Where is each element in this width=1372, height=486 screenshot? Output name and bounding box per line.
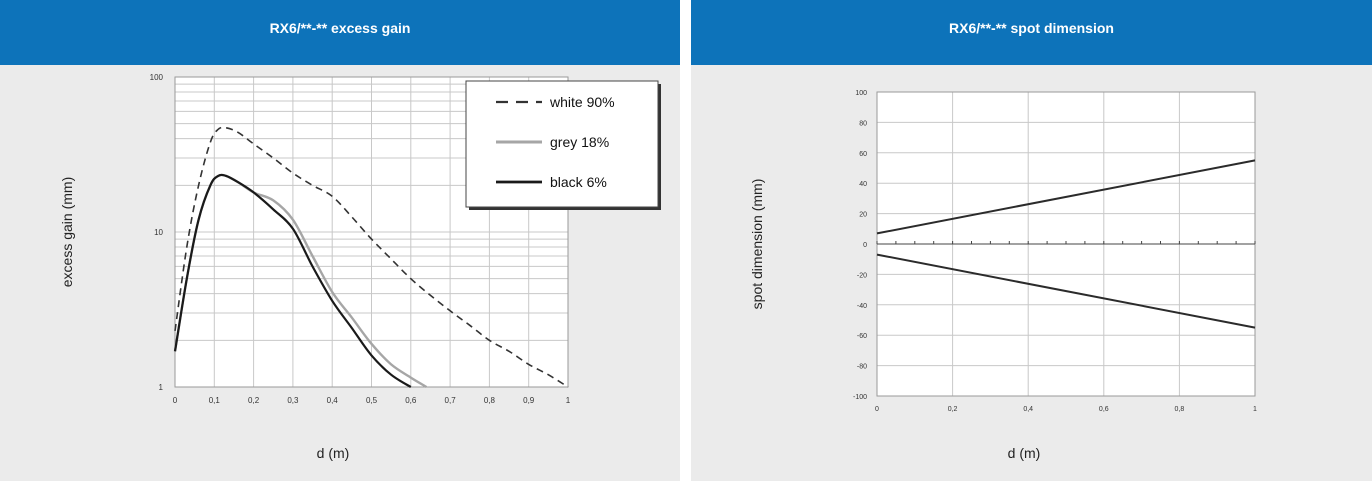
x-tick-label: 0,9 <box>523 396 535 405</box>
y-tick-label: 100 <box>150 73 164 82</box>
y-axis-label: spot dimension (mm) <box>749 179 765 310</box>
excess-gain-chart-area: 0 0,1 0,2 0,3 0,4 0,5 0,6 0,7 0,8 0,9 1 1 10 100 d (m)… <box>0 65 680 481</box>
x-tick-label: 0,3 <box>287 396 299 405</box>
x-tick-label: 0 <box>875 406 879 413</box>
series-line-1 <box>174 126 569 388</box>
x-tick-label: 0,8 <box>1175 406 1185 413</box>
legend-label-3: black 6% <box>550 174 607 190</box>
x-tick-label: 0,1 <box>209 396 221 405</box>
series-line-3 <box>173 173 412 388</box>
y-tick-label: -20 <box>857 272 867 279</box>
y-tick-label: 100 <box>855 90 867 97</box>
x-axis-label: d (m) <box>317 445 350 461</box>
x-tick-label: 0,2 <box>248 396 260 405</box>
legend-box <box>465 80 659 208</box>
x-tick-label: 0,5 <box>366 396 378 405</box>
x-tick-label: 1 <box>566 396 571 405</box>
x-tick-label: 0,2 <box>948 406 958 413</box>
legend-label-1: white 90% <box>549 94 615 110</box>
x-tick-label: 1 <box>1253 406 1257 413</box>
x-axis-label: d (m) <box>1008 445 1041 461</box>
excess-gain-chart: 0 0,1 0,2 0,3 0,4 0,5 0,6 0,7 0,8 0,9 1 1 10 100 d (m)… <box>59 73 661 461</box>
x-tick-label: 0,7 <box>445 396 457 405</box>
y-tick-label: 20 <box>859 212 867 219</box>
x-tick-label: 0,6 <box>1099 406 1109 413</box>
excess-gain-title: RX6/**-** excess gain <box>0 0 680 65</box>
spot-dimension-panel: RX6/**-** spot dimension 0 0,2 0,4 0,6 0,8 1 1… <box>691 0 1372 481</box>
y-tick-label: 60 <box>859 151 867 158</box>
y-tick-label: 1 <box>159 383 164 392</box>
spot-dimension-title: RX6/**-** spot dimension <box>691 0 1372 65</box>
y-tick-label: -80 <box>857 364 867 371</box>
legend-label-2: grey 18% <box>550 134 609 150</box>
y-axis-label: excess gain (mm) <box>59 177 75 287</box>
spot-dimension-chart-area: 0 0,2 0,4 0,6 0,8 1 100 80 60 40 20 0 -20 -40 -60 -80 -1… <box>691 65 1372 481</box>
x-tick-label: 0 <box>173 396 178 405</box>
spot-boundary-line-1 <box>876 159 1256 235</box>
y-tick-label: -100 <box>853 394 867 401</box>
spot-boundary-line-2 <box>876 253 1256 329</box>
x-tick-label: 0,8 <box>484 396 496 405</box>
excess-gain-panel: RX6/**-** excess gain 0 0,1 0,2 0,3 0,4 0,5 0,… <box>0 0 680 481</box>
y-tick-label: 40 <box>859 181 867 188</box>
spot-dimension-chart: 0 0,2 0,4 0,6 0,8 1 100 80 60 40 20 0 -20 -40 -60 -80 -1… <box>749 90 1257 461</box>
y-tick-label: 10 <box>154 228 163 237</box>
y-tick-label: 80 <box>859 120 867 127</box>
y-tick-label: -60 <box>857 333 867 340</box>
y-tick-label: -40 <box>857 303 867 310</box>
x-tick-label: 0,4 <box>1023 406 1033 413</box>
x-tick-label: 0,6 <box>405 396 417 405</box>
x-tick-label: 0,4 <box>327 396 339 405</box>
y-tick-label: 0 <box>863 242 867 249</box>
plot-frame <box>174 76 569 388</box>
